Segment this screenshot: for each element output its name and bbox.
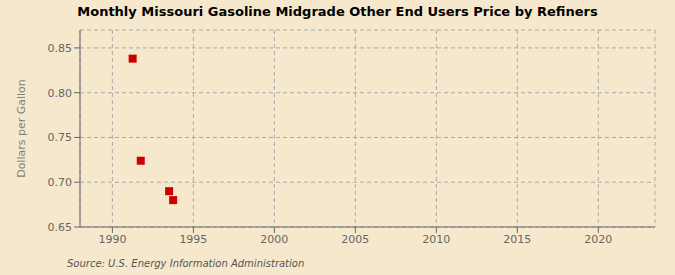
svg-text:0.65: 0.65 xyxy=(48,221,73,234)
svg-text:0.80: 0.80 xyxy=(48,87,73,100)
svg-text:0.70: 0.70 xyxy=(48,176,73,189)
html-text:Source: U.S. Energy Informatio: Source: U.S. Energy Information Administ… xyxy=(67,258,305,269)
svg-text:Dollars per Gallon: Dollars per Gallon xyxy=(15,79,28,178)
svg-text:1995: 1995 xyxy=(179,233,207,246)
svg-text:2005: 2005 xyxy=(341,233,369,246)
svg-text:1990: 1990 xyxy=(98,233,126,246)
html-text:Monthly Missouri Gasoline Midg: Monthly Missouri Gasoline Midgrade Other… xyxy=(77,4,598,19)
svg-text:2000: 2000 xyxy=(260,233,288,246)
svg-text:2015: 2015 xyxy=(503,233,531,246)
svg-text:0.85: 0.85 xyxy=(48,42,73,55)
svg-text:0.75: 0.75 xyxy=(48,131,73,144)
svg-text:2010: 2010 xyxy=(422,233,450,246)
svg-text:2020: 2020 xyxy=(584,233,612,246)
